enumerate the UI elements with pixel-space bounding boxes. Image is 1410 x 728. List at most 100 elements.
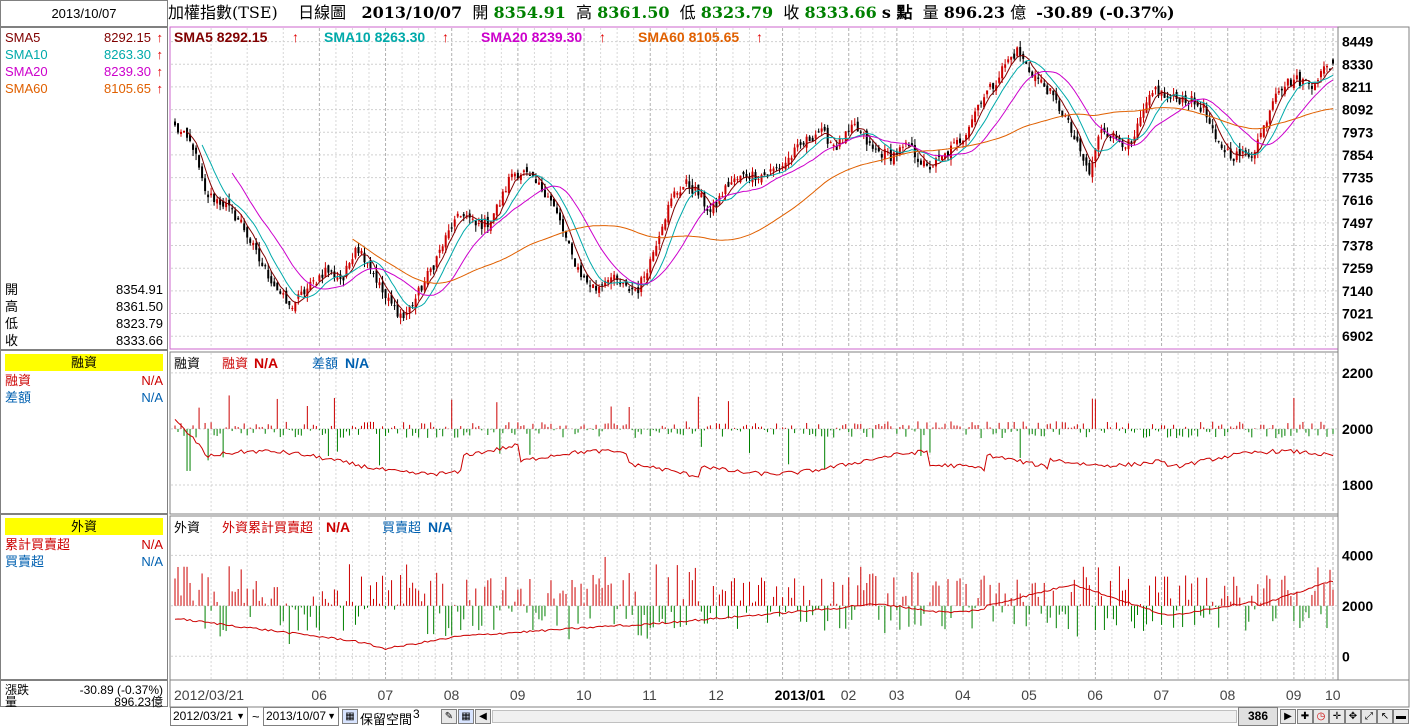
expand-icon[interactable]: ⤢ [1361,709,1377,724]
bar-count-value: 386 [1247,709,1269,723]
candle-body [604,280,607,286]
crosshair-icon[interactable]: ✛ [1329,709,1345,724]
x-tick-label: 10 [1325,687,1341,703]
candle-body [219,199,222,205]
candle-body [1070,122,1073,133]
candle-body [222,201,225,207]
candle-body [489,220,492,231]
horizontal-scrollbar[interactable] [492,710,1237,723]
scroll-right-icon[interactable]: ▶ [1280,709,1296,724]
candle-body [568,240,571,244]
candle-body [372,272,375,275]
candle-body [986,90,989,95]
panel-title: 外資 [174,520,200,535]
end-date-select[interactable]: 2013/10/07 ▼ [263,707,339,726]
low-label: 低 [679,3,696,22]
calendar-icon[interactable]: ▦ [458,709,474,724]
open-label: 開 [472,3,489,22]
close-label: 收 [783,3,800,22]
chart-settings-icon[interactable]: ✎ [441,709,457,724]
candle-body [974,111,977,123]
range-tilde: ~ [252,709,260,724]
candle-body [736,179,739,181]
candle-body [859,131,862,133]
candle-body [805,136,808,148]
bar-count[interactable]: 386 [1238,707,1278,726]
candle-body [279,291,282,294]
candle-body [213,193,216,203]
candle-body [201,166,204,179]
candle-body [1178,97,1181,104]
candle-body [522,170,525,172]
candle-body [447,230,450,239]
x-tick-label: 05 [1021,687,1037,703]
candle-body [868,141,871,143]
candle-body [1142,109,1145,118]
candle-body [1115,135,1118,139]
info-row: SMA10 8263.30 ↑ [5,46,163,63]
candle-body [959,138,962,143]
candle-body [1325,66,1328,68]
summary-panel: 漲跌 -30.89 (-0.37%) 量 896.23億 [0,680,168,708]
zoom-in-icon[interactable]: ✚ [1297,709,1313,724]
candle-body [249,238,252,243]
legend-series-b-value: N/A [428,519,452,535]
cursor-icon[interactable]: ↖ [1377,709,1393,724]
start-date-select[interactable]: 2012/03/21 ▼ [170,707,248,726]
volume-label: 量 [922,3,939,22]
candle-body [228,199,231,206]
candle-body [565,230,568,238]
zoom-out-icon[interactable]: ▬ [1393,709,1409,724]
candle-body [574,258,577,267]
change-value: -30.89 (-0.37%) [1036,3,1175,22]
candle-body [306,288,309,296]
candle-body [1265,122,1268,127]
info-row: 量 896.23億 [5,696,163,708]
x-tick-label: 03 [889,687,905,703]
candle-body [330,270,333,272]
y-tick-label: 4000 [1342,547,1373,563]
candle-body [652,252,655,261]
candle-body [649,259,652,273]
candle-body [270,276,273,284]
info-row-value: 896.23億 [114,695,163,709]
candle-body [814,134,817,139]
arrow-up-icon: ↑ [599,29,606,45]
candle-body [787,157,790,165]
margin-line [174,419,1334,478]
scroll-left-icon[interactable]: ◀ [475,709,491,724]
foreign-info-panel: 外資 累計買賣超 N/A 買賣超 N/A [0,514,168,680]
candle-body [1001,66,1004,79]
high-label: 高 [576,3,593,22]
candle-body [766,174,769,176]
x-tick-label: 02 [841,687,857,703]
candle-body [411,305,414,307]
candle-body [715,201,718,207]
candle-body [1307,82,1310,84]
panel-title: 融資 [174,356,200,371]
sma-legend-item: SMA5 8292.15 [174,29,268,45]
clock-icon[interactable]: ◷ [1313,709,1329,724]
x-tick-label: 09 [1286,687,1302,703]
candle-body [643,276,646,278]
candle-body [408,306,411,313]
move-icon[interactable]: ✥ [1345,709,1361,724]
calendar-icon[interactable]: ▦ [342,709,358,724]
candle-body [264,265,267,267]
candle-body [1049,88,1052,91]
candle-body [1106,133,1109,138]
date-box: 2013/10/07 [0,0,168,27]
sma-legend-item: SMA10 8263.30 [324,29,425,45]
candle-body [282,293,285,295]
sma-legend-item: SMA20 8239.30 [481,29,582,45]
candle-body [580,265,583,278]
info-row-value: N/A [141,554,163,569]
candle-body [192,144,195,150]
candle-body [1055,92,1058,100]
candle-body [1100,129,1103,133]
candle-body [312,280,315,282]
info-row-value: N/A [141,537,163,552]
y-tick-label: 8211 [1342,79,1373,95]
candle-body [384,289,387,299]
